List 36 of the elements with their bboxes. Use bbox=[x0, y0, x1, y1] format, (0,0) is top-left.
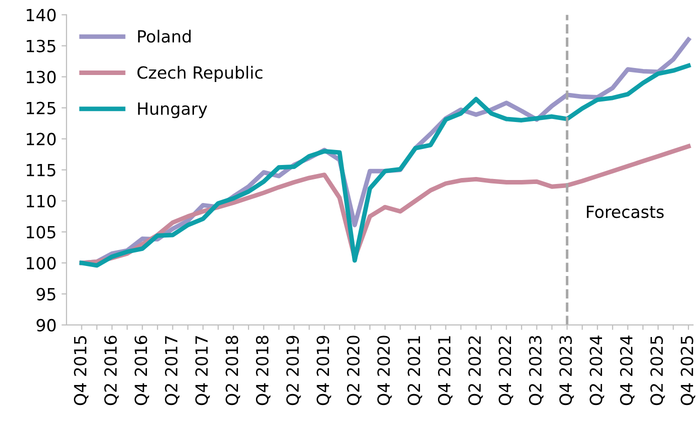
x-tick-label: Q4 2018 bbox=[256, 336, 270, 406]
x-tick-label: Q2 2023 bbox=[528, 336, 544, 406]
x-tick-label: Q2 2025 bbox=[650, 336, 665, 406]
legend-label: Hungary bbox=[138, 102, 208, 118]
x-tick-label: Q2 2022 bbox=[468, 336, 483, 406]
x-tick-label: Q4 2025 bbox=[680, 336, 696, 406]
legend-label: Poland bbox=[138, 30, 191, 43]
x-tick-label: Q4 2024 bbox=[620, 336, 635, 406]
y-tick-label: 95 bbox=[36, 288, 56, 300]
x-tick-label: Q4 2020 bbox=[377, 336, 392, 406]
legend-label: Czech Republic bbox=[137, 66, 262, 82]
y-tick-label: 110 bbox=[26, 194, 56, 208]
x-tick-label: Q2 2017 bbox=[164, 336, 180, 406]
y-tick-label: 90 bbox=[36, 318, 56, 332]
annotation: Forecasts bbox=[586, 206, 664, 218]
y-tick-label: 140 bbox=[26, 8, 56, 22]
x-tick-label: Q4 2016 bbox=[134, 336, 150, 406]
x-tick-label: Q4 2019 bbox=[316, 336, 332, 406]
y-tick-label: 100 bbox=[26, 256, 56, 270]
x-tick-label: Q4 2021 bbox=[438, 336, 452, 406]
x-tick-label: Q2 2024 bbox=[590, 336, 604, 406]
x-tick-label: Q4 2015 bbox=[74, 336, 88, 406]
y-tick-label: 130 bbox=[26, 70, 56, 84]
y-tick-label: 125 bbox=[26, 102, 56, 114]
x-tick-label: Q4 2022 bbox=[498, 336, 514, 406]
x-tick-label: Q2 2021 bbox=[408, 336, 422, 406]
x-tick-label: Q2 2018 bbox=[226, 336, 240, 406]
y-tick-label: 115 bbox=[26, 164, 56, 176]
x-tick-label: Q2 2020 bbox=[346, 336, 362, 406]
y-tick-label: 135 bbox=[26, 40, 56, 52]
y-tick-label: 105 bbox=[26, 226, 56, 238]
x-tick-label: Q4 2017 bbox=[195, 336, 210, 406]
x-tick-label: Q2 2019 bbox=[286, 336, 301, 406]
y-tick-label: 120 bbox=[26, 132, 56, 146]
x-tick-label: Q2 2016 bbox=[104, 336, 119, 406]
x-tick-label: Q4 2023 bbox=[559, 336, 574, 406]
